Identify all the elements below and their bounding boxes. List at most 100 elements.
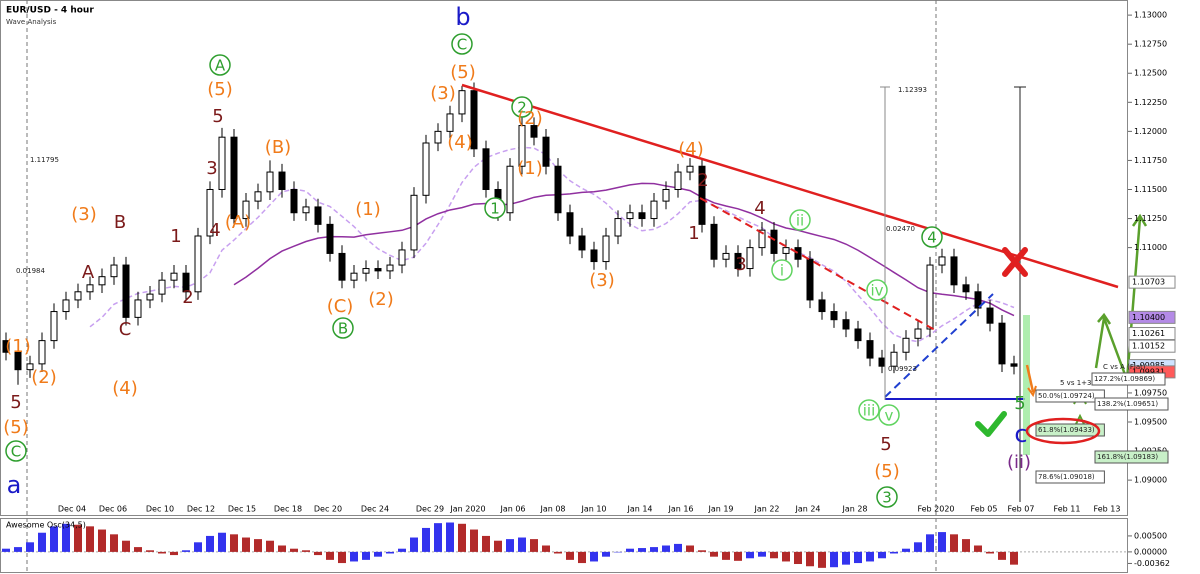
oscillator-bar — [98, 529, 106, 552]
wave-label: a — [7, 471, 22, 499]
oscillator-bar — [518, 537, 526, 552]
candle-body — [530, 125, 538, 138]
candle-body — [566, 212, 574, 237]
info-label: 1.11795 — [30, 156, 59, 164]
candle-body — [338, 252, 346, 281]
wave-label: C — [457, 36, 467, 54]
oscillator-bar — [206, 535, 214, 552]
candle-body — [710, 223, 718, 260]
oscillator-bar — [686, 545, 694, 552]
candle-body — [650, 200, 658, 220]
wave-label: c — [1014, 420, 1027, 448]
price-label-box — [1128, 327, 1176, 341]
price-panel — [0, 0, 1128, 516]
x-tick-label: Feb 05 — [971, 505, 998, 514]
candle-body — [470, 90, 478, 150]
candle-body — [74, 291, 82, 301]
y-tick-label: 1.12750 — [1134, 40, 1167, 49]
candle-body — [734, 252, 742, 270]
y-tick-label: 1.11000 — [1134, 243, 1167, 252]
wave-label: (1) — [5, 336, 31, 357]
candle-body — [842, 319, 850, 330]
info-box — [1094, 397, 1169, 411]
oscillator-bar — [554, 551, 562, 554]
candle-body — [482, 148, 490, 190]
y-tick-label: 1.11250 — [1134, 214, 1167, 223]
wave-label: 2 — [517, 99, 527, 117]
x-tick-label: Jan 06 — [499, 505, 525, 514]
candle-body — [890, 351, 898, 367]
wave-label: 4 — [754, 198, 765, 219]
projection-path — [1094, 217, 1142, 381]
wave-label: v — [885, 407, 894, 425]
info-box — [1091, 372, 1166, 386]
chart-subtitle: Wave Analysis — [6, 18, 57, 26]
x-tick-label: Jan 22 — [753, 505, 779, 514]
candle-body — [806, 258, 814, 301]
candle-body — [974, 291, 982, 309]
oscillator-bar — [362, 551, 370, 560]
oscillator-bar — [986, 551, 994, 554]
oscillator-bar — [158, 551, 166, 554]
oscillator-bar — [1010, 551, 1018, 565]
wave-circle — [866, 279, 888, 301]
wave-label: (5) — [874, 461, 900, 482]
oscillator-bar — [122, 540, 130, 552]
y-tick-label: 1.09500 — [1134, 417, 1167, 426]
x-tick-label: Jan 28 — [841, 505, 867, 514]
candle-body — [866, 340, 874, 359]
candle-body — [14, 351, 22, 371]
candle-body — [362, 268, 370, 274]
oscillator-bar — [458, 523, 466, 552]
x-tick-label: Jan 14 — [626, 505, 652, 514]
oscillator-bar — [134, 547, 142, 552]
candle-body — [602, 235, 610, 263]
x-tick-label: Feb 2020 — [917, 505, 954, 514]
oscillator-bar — [974, 545, 982, 552]
wave-circle — [484, 197, 506, 219]
wave-label: (1) — [517, 158, 543, 179]
info-label: 1.12393 — [898, 86, 927, 94]
oscillator-bar — [542, 545, 550, 552]
price-label-box — [1128, 310, 1176, 324]
candle-body — [914, 328, 922, 339]
oscillator-bar — [698, 550, 706, 552]
candle-body — [398, 249, 406, 266]
candle-body — [722, 252, 730, 260]
oscillator-bar — [110, 534, 118, 552]
oscillator-bar — [386, 551, 394, 554]
candle-body — [422, 142, 430, 196]
candle-body — [218, 136, 226, 190]
wave-label: (4) — [447, 132, 473, 153]
y-tick-label: 1.11500 — [1134, 185, 1167, 194]
oscillator-bar — [302, 550, 310, 552]
wave-label: C — [11, 443, 21, 461]
wave-label: B — [114, 212, 126, 233]
candle-body — [590, 249, 598, 263]
dashed-trendline — [699, 197, 936, 331]
price-label: 1.09931 — [1132, 367, 1165, 376]
oscillator-bar — [326, 551, 334, 560]
y-tick-label: 1.11750 — [1134, 156, 1167, 165]
oscillator-bar — [338, 551, 346, 564]
oscillator-bar — [170, 551, 178, 556]
wave-label: iii — [863, 402, 876, 420]
candle-body — [146, 293, 154, 301]
oscillator-bar — [482, 535, 490, 552]
moving-average — [233, 182, 1015, 317]
oscillator-bar — [14, 547, 22, 552]
candle-body — [950, 256, 958, 286]
wave-circle — [876, 486, 898, 508]
candle-body — [62, 299, 70, 313]
y-tick-label: 1.12500 — [1134, 69, 1167, 78]
info-box — [1035, 423, 1105, 437]
wave-label: 4 — [209, 220, 220, 241]
candle-body — [194, 235, 202, 293]
candle-body — [170, 272, 178, 281]
wave-label: 1 — [490, 200, 500, 218]
wave-label: (1) — [355, 199, 381, 220]
wave-label: (B) — [265, 137, 291, 158]
osc-tick-label: -0.00362 — [1134, 559, 1170, 568]
candle-body — [158, 279, 166, 295]
